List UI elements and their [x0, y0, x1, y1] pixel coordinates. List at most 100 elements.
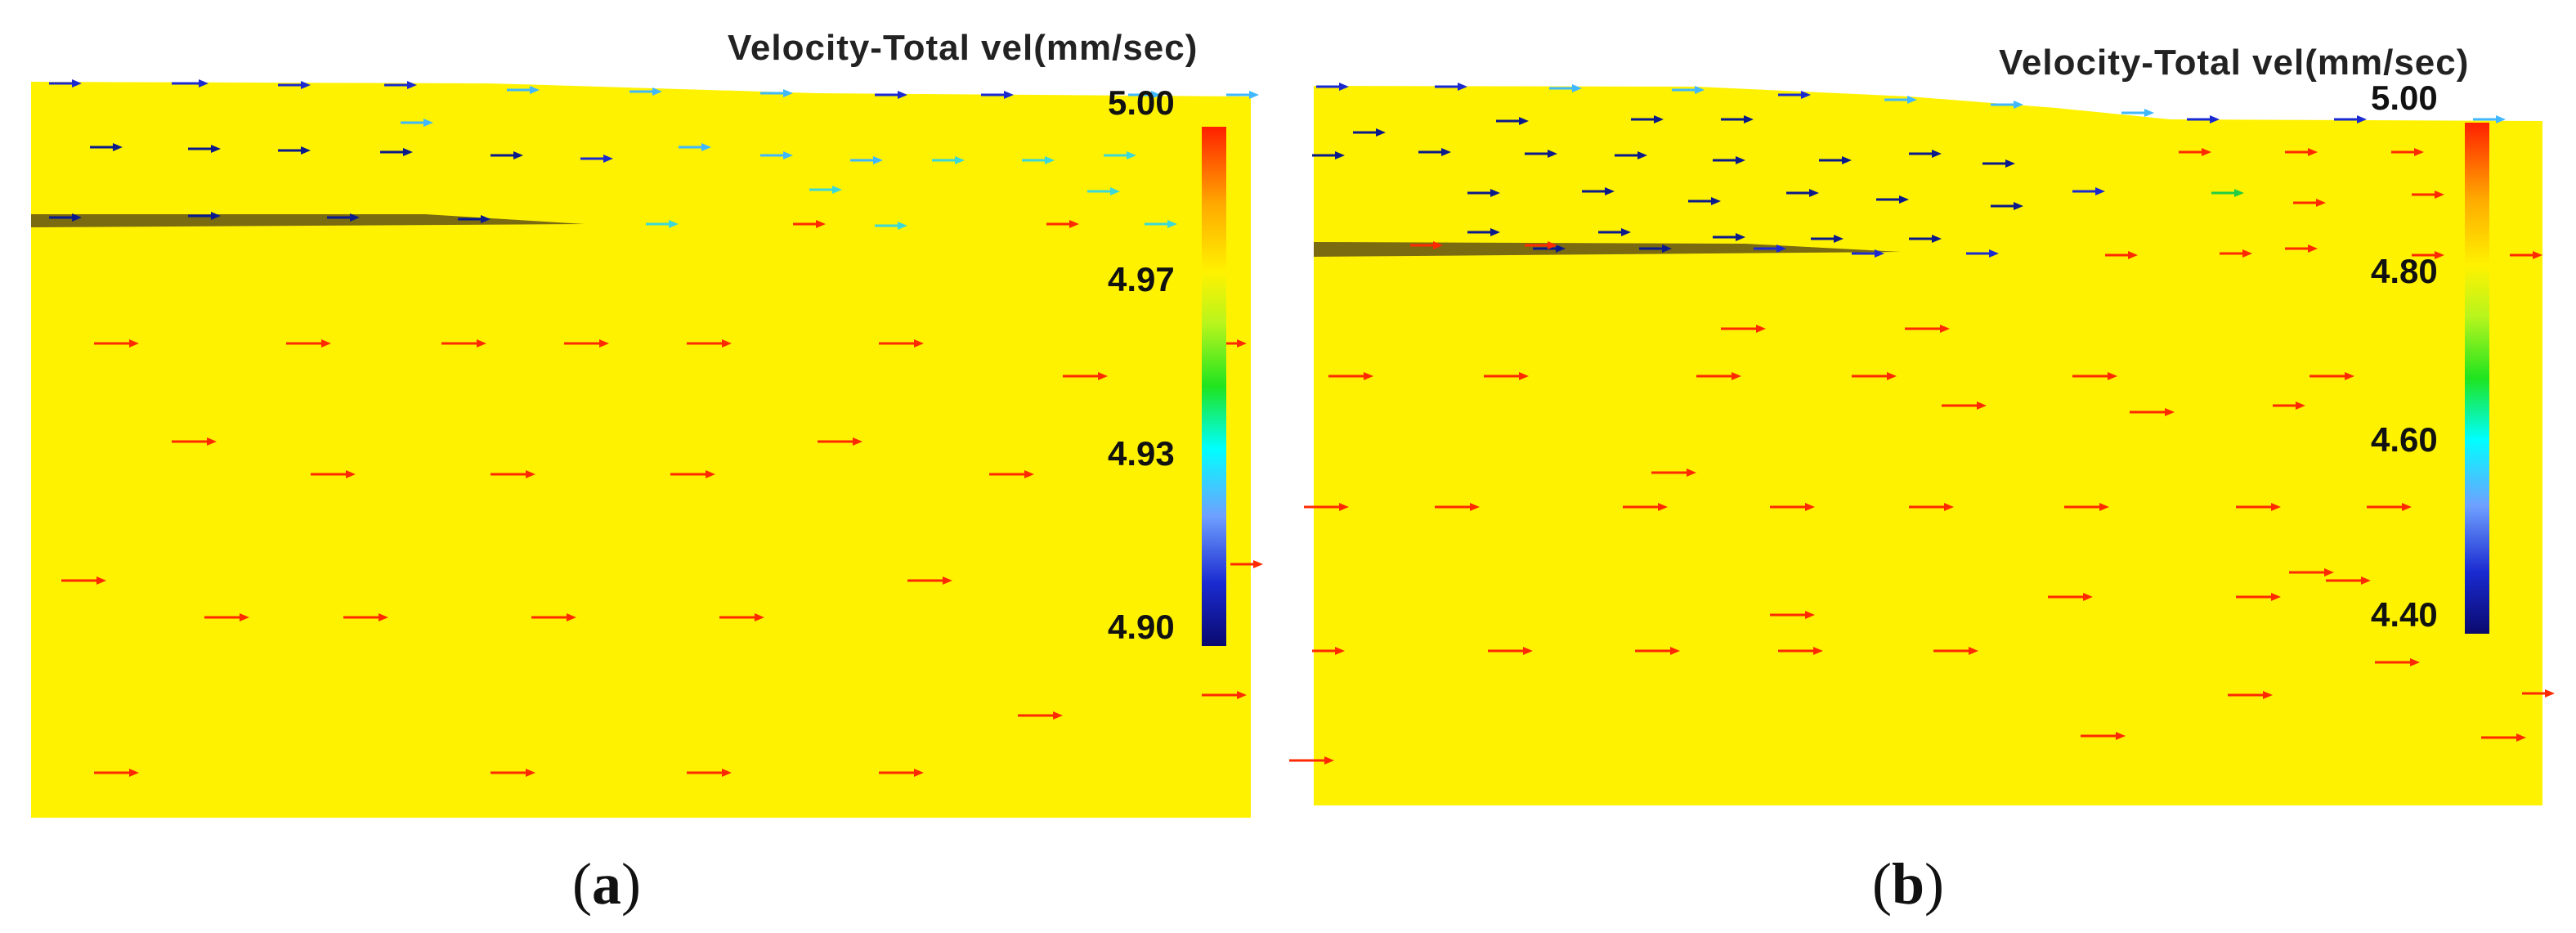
velocity-arrowhead	[1053, 711, 1063, 720]
velocity-arrowhead	[816, 220, 826, 228]
velocity-arrowhead	[832, 186, 842, 194]
velocity-arrowhead	[1151, 91, 1161, 99]
velocity-arrowhead	[1805, 503, 1815, 511]
velocity-arrowhead	[403, 148, 413, 156]
velocity-arrowhead	[2357, 115, 2367, 123]
velocity-arrowhead	[1977, 401, 1987, 410]
velocity-arrowhead	[669, 220, 679, 228]
velocity-arrowhead	[2324, 568, 2334, 576]
velocity-arrowhead	[914, 339, 924, 348]
velocity-arrowhead	[1809, 189, 1819, 197]
velocity-arrowhead	[2361, 576, 2371, 585]
velocity-arrowhead	[1637, 151, 1647, 159]
velocity-arrowhead	[1335, 151, 1345, 159]
velocity-arrowhead	[783, 151, 793, 159]
velocity-arrowhead	[1572, 84, 1582, 92]
velocity-arrowhead	[1045, 156, 1055, 164]
velocity-arrowhead	[2242, 249, 2252, 258]
velocity-arrowhead	[2414, 148, 2424, 156]
colorbar-tick-top-b: 5.00	[2371, 78, 2438, 117]
velocity-arrowhead	[1744, 115, 1754, 123]
velocity-arrowhead	[1776, 244, 1786, 253]
velocity-arrowhead	[2308, 244, 2318, 253]
velocity-arrowhead	[1605, 187, 1615, 195]
velocity-arrowhead	[873, 156, 883, 164]
velocity-arrowhead	[2308, 148, 2318, 156]
velocity-arrowhead	[72, 213, 82, 222]
velocity-arrowhead	[301, 81, 311, 89]
velocity-arrowhead	[1736, 156, 1745, 164]
flow-domain-b	[1314, 86, 2542, 805]
velocity-arrowhead	[701, 143, 711, 151]
velocity-arrowhead	[2435, 191, 2444, 199]
velocity-arrowhead	[1249, 91, 1259, 99]
velocity-arrowhead	[652, 87, 662, 96]
velocity-arrowhead	[567, 613, 576, 621]
velocity-field-a	[31, 79, 1263, 818]
velocity-arrowhead	[2210, 115, 2220, 123]
vector-arrows-a	[49, 79, 1263, 777]
velocity-arrowhead	[2516, 733, 2526, 742]
velocity-arrowhead	[240, 613, 249, 621]
velocity-arrowhead	[1004, 91, 1014, 99]
velocity-arrowhead	[2099, 503, 2109, 511]
velocity-arrowhead	[1110, 187, 1120, 195]
velocity-arrowhead	[1458, 83, 1467, 91]
velocity-arrowhead	[2410, 658, 2420, 666]
velocity-arrowhead	[1834, 235, 1844, 243]
velocity-arrowhead	[96, 576, 106, 585]
velocity-arrowhead	[1335, 647, 1345, 655]
velocity-arrowhead	[2533, 251, 2542, 259]
flow-domain-a	[31, 82, 1251, 818]
colorbar-tick-3-a: 4.93	[1108, 434, 1175, 473]
velocity-arrowhead	[513, 151, 523, 159]
velocity-arrowhead	[2435, 251, 2444, 259]
velocity-field-b	[1289, 83, 2555, 805]
velocity-arrowhead	[1433, 241, 1443, 249]
colorbar-tick-bottom-a: 4.90	[1108, 608, 1175, 646]
velocity-arrowhead	[1813, 647, 1823, 655]
plate-b	[1314, 242, 1901, 257]
velocity-arrowhead	[603, 155, 613, 163]
velocity-arrowhead	[2345, 372, 2354, 380]
velocity-arrowhead	[1695, 86, 1705, 94]
velocity-arrowhead	[1940, 325, 1950, 333]
velocity-arrowhead	[2014, 202, 2023, 210]
velocity-arrowhead	[477, 339, 486, 348]
colorbar-tick-2-b: 4.80	[2371, 252, 2438, 290]
velocity-arrowhead	[755, 613, 764, 621]
velocity-arrowhead	[2271, 593, 2281, 601]
velocity-arrowhead	[1556, 244, 1566, 253]
velocity-arrowhead	[2108, 372, 2117, 380]
colorbar-b	[2465, 123, 2489, 634]
velocity-arrowhead	[2116, 732, 2126, 740]
velocity-arrowhead	[1805, 611, 1815, 619]
velocity-arrowhead	[530, 86, 540, 94]
velocity-arrowhead	[2496, 115, 2506, 123]
velocity-arrowhead	[1670, 647, 1680, 655]
vector-arrows-b	[1289, 83, 2555, 765]
velocity-arrowhead	[1887, 372, 1897, 380]
velocity-arrowhead	[2234, 189, 2244, 197]
velocity-arrowhead	[1662, 244, 1672, 253]
velocity-arrowhead	[301, 146, 311, 155]
velocity-arrowhead	[1687, 469, 1696, 477]
velocity-arrowhead	[526, 769, 535, 777]
velocity-arrowhead	[407, 81, 417, 89]
panel-b: Velocity-Total vel(mm/sec) 5.00 4.80 4.6…	[1288, 0, 2576, 933]
velocity-arrowhead	[1364, 372, 1373, 380]
velocity-arrowhead	[1324, 756, 1334, 765]
velocity-arrowhead	[2402, 503, 2412, 511]
velocity-arrowhead	[481, 215, 491, 223]
velocity-arrowhead	[1339, 83, 1349, 91]
velocity-arrowhead	[207, 437, 217, 446]
velocity-arrowhead	[1989, 249, 1999, 258]
velocity-arrowhead	[2095, 187, 2105, 195]
velocity-arrowhead	[1932, 235, 1942, 243]
legend-title-a: Velocity-Total vel(mm/sec)	[728, 28, 1198, 68]
plate-a	[31, 214, 585, 227]
velocity-arrowhead	[129, 769, 139, 777]
velocity-arrowhead	[1441, 148, 1451, 156]
velocity-arrowhead	[72, 79, 82, 87]
velocity-arrowhead	[1801, 91, 1811, 99]
